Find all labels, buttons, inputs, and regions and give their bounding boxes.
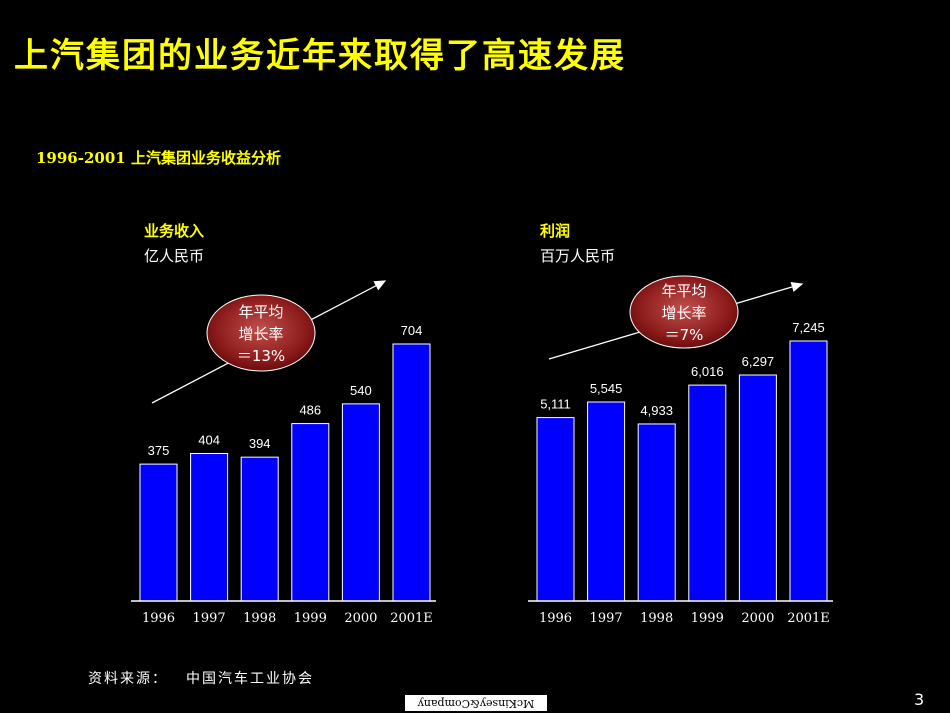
bar-1997: [587, 401, 626, 602]
tick-label: 1997: [193, 611, 226, 626]
value-label: 7,245: [792, 320, 825, 335]
growth-badge-text: 年平均: [661, 282, 706, 300]
profit-label: 利润: [540, 222, 571, 240]
value-label: 704: [401, 323, 423, 338]
revenue-chart-label: 业务收入 亿人民币: [144, 220, 204, 266]
value-label: 540: [350, 383, 372, 398]
value-label: 6,016: [691, 364, 724, 379]
tick-label: 1998: [640, 611, 673, 626]
profit-unit: 百万人民币: [540, 247, 616, 265]
value-label: 6,297: [742, 354, 775, 369]
bar-1996: [139, 463, 178, 602]
tick-label: 2001E: [390, 611, 433, 626]
bar-2000: [738, 374, 777, 602]
page-number: 3: [914, 690, 925, 709]
bar-1998: [637, 423, 676, 602]
growth-badge-text: ＝7%: [665, 326, 704, 344]
value-label: 404: [198, 433, 220, 448]
source-text: 中国汽车工业协会: [186, 671, 314, 687]
revenue-label: 业务收入: [144, 222, 205, 240]
growth-badge-text: 增长率: [661, 304, 706, 322]
tick-label: 1996: [142, 611, 175, 626]
growth-badge-text: 年平均: [238, 303, 283, 321]
growth-badge: [629, 275, 739, 349]
revenue-unit: 亿人民币: [144, 247, 205, 265]
tick-label: 1999: [294, 611, 327, 626]
tick-label: 2001E: [787, 611, 830, 626]
growth-badge: [206, 294, 316, 372]
profit-chart: 5,111 1996 5,545 1997 4,933 1998 6,016 1999 6,29…: [528, 275, 833, 626]
page-title: 上汽集团的业务近年来取得了高速发展: [14, 36, 626, 76]
bar-2001E: [789, 340, 828, 602]
tick-label: 1996: [539, 611, 572, 626]
growth-badge-text: ＝13%: [237, 347, 285, 365]
growth-badge-text: 增长率: [238, 325, 283, 343]
value-label: 4,933: [640, 403, 673, 418]
bar-1999: [688, 384, 727, 602]
profit-chart-label: 利润 百万人民币: [540, 220, 615, 266]
tick-label: 2000: [741, 611, 774, 626]
bar-1997: [190, 453, 229, 602]
value-label: 394: [249, 436, 271, 451]
mckinsey-logo: McKinsey&Company: [405, 695, 547, 711]
tick-label: 1997: [590, 611, 623, 626]
bar-1999: [291, 423, 330, 602]
tick-label: 1998: [243, 611, 276, 626]
value-label: 486: [299, 403, 321, 418]
source-label: 资料来源：: [88, 671, 168, 687]
value-label: 5,545: [590, 381, 623, 396]
source-note: 资料来源： 中国汽车工业协会: [88, 668, 332, 688]
bar-1996: [536, 417, 575, 602]
tick-label: 2000: [344, 611, 377, 626]
chart-subtitle: 1996-2001 上汽集团业务收益分析: [36, 149, 281, 167]
tick-label: 1999: [691, 611, 724, 626]
bar-2000: [341, 403, 380, 602]
bar-2001E: [392, 343, 431, 602]
value-label: 5,111: [540, 397, 571, 412]
value-label: 375: [148, 443, 170, 458]
bar-1998: [240, 456, 279, 602]
revenue-chart: 375 1996 404 1997 394 1998 486 1999 540 2000 704 20…: [131, 280, 436, 626]
